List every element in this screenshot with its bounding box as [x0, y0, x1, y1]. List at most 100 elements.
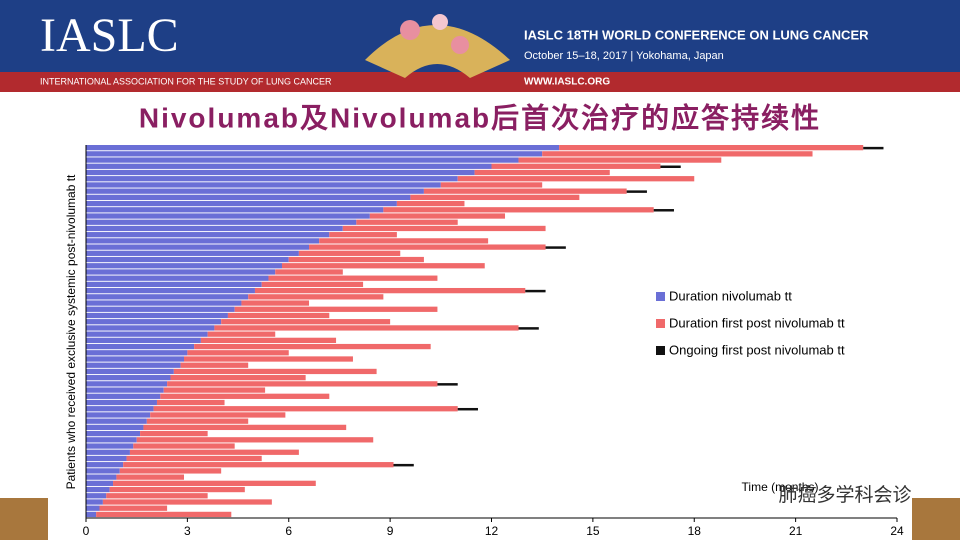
bar-segment: [86, 412, 151, 418]
bar-segment: [214, 325, 519, 331]
bar-segment: [123, 462, 394, 468]
bar-segment: [102, 499, 272, 505]
x-tick-label: 18: [688, 524, 702, 538]
legend-swatch: [656, 292, 665, 301]
bar-segment: [86, 207, 384, 213]
bar-segment: [457, 176, 695, 182]
bar-segment: [559, 145, 864, 151]
bar-segment: [86, 468, 120, 474]
corner-decor: [0, 498, 48, 540]
logo: IASLC: [40, 9, 179, 62]
bar-segment: [545, 246, 566, 249]
url: WWW.IASLC.ORG: [524, 77, 610, 88]
bar-segment: [660, 165, 681, 169]
bar-segment: [86, 399, 157, 406]
bar-segment: [153, 406, 458, 412]
legend-label: Ongoing first post nivolumab tt: [669, 342, 845, 357]
x-tick-label: 0: [83, 524, 90, 538]
bar-segment: [129, 449, 299, 455]
bar-segment: [173, 368, 377, 375]
bar-segment: [86, 418, 147, 424]
org-name: INTERNATIONAL ASSOCIATION FOR THE STUDY …: [40, 76, 332, 86]
bar-segment: [86, 319, 222, 325]
bar-segment: [86, 362, 181, 368]
bar-segment: [150, 412, 286, 418]
bar-segment: [200, 337, 337, 344]
bar-segment: [86, 511, 97, 518]
bar-segment: [86, 281, 262, 288]
bar-segment: [86, 269, 276, 275]
bar-segment: [86, 200, 397, 207]
bar-segment: [86, 406, 154, 412]
bar-segment: [86, 375, 171, 381]
bar-segment: [298, 250, 401, 256]
bar-segment: [194, 343, 431, 350]
bar-segment: [86, 455, 127, 462]
bar-segment: [133, 443, 235, 449]
bar-segment: [86, 486, 110, 493]
bar-segment: [86, 312, 228, 319]
bar-segment: [86, 188, 424, 194]
x-axis-label: Time (months): [742, 480, 819, 494]
flower: [400, 20, 420, 40]
bar-segment: [393, 463, 414, 467]
bar-segment: [86, 443, 134, 449]
x-tick-label: 21: [789, 524, 803, 538]
bar-segment: [342, 225, 546, 232]
legend-label: Duration nivolumab tt: [669, 288, 792, 303]
bar-segment: [156, 399, 225, 406]
bar-segment: [86, 176, 458, 182]
bar-segment: [518, 157, 722, 163]
bar-segment: [319, 238, 489, 244]
bar-segment: [86, 169, 475, 176]
bar-segment: [241, 300, 310, 306]
bar-segment: [167, 381, 438, 387]
bar-segment: [86, 157, 519, 163]
bar-segment: [86, 194, 411, 201]
bar-segment: [86, 350, 188, 356]
x-tick-label: 6: [285, 524, 292, 538]
bar-segment: [356, 219, 458, 225]
bar-segment: [140, 430, 208, 437]
y-axis-label: Patients who received exclusive systemic…: [64, 174, 78, 489]
bar-segment: [288, 256, 424, 263]
corner-decor: [912, 498, 960, 540]
bar-segment: [542, 151, 813, 157]
bar-segment: [136, 437, 374, 443]
bar-segment: [106, 493, 208, 499]
bar-segment: [234, 306, 438, 312]
bar-segment: [86, 275, 269, 281]
bar-segment: [525, 289, 546, 293]
bar-segment: [86, 219, 357, 225]
bar-segment: [275, 269, 343, 275]
bar-segment: [183, 356, 353, 362]
bar-segment: [518, 327, 539, 330]
bar-segment: [309, 244, 546, 250]
bar-segment: [143, 424, 347, 431]
bar-segment: [254, 287, 526, 294]
bar-segment: [86, 182, 441, 188]
bar-segment: [187, 350, 289, 356]
title: Nivolumab及Nivolumab后首次治疗的应答持续性: [139, 101, 821, 133]
bar-segment: [396, 200, 465, 207]
bar-segment: [440, 182, 543, 188]
bar-segment: [86, 263, 282, 269]
bar-segment: [86, 294, 249, 300]
bar-segment: [86, 244, 310, 250]
watermark: 肺癌多学科会诊: [778, 484, 911, 506]
legend-swatch: [656, 346, 665, 355]
bar-segment: [119, 468, 222, 474]
flower: [432, 14, 448, 30]
bar-segment: [261, 281, 364, 288]
bar-segment: [248, 294, 384, 300]
bar-segment: [86, 424, 144, 431]
bar-segment: [221, 319, 391, 325]
x-tick-label: 12: [485, 524, 499, 538]
bar-segment: [281, 263, 485, 269]
bar-segment: [626, 190, 647, 193]
bar-segment: [86, 287, 255, 294]
bar-segment: [86, 151, 543, 157]
bar-segment: [86, 225, 343, 232]
bar-segment: [86, 250, 299, 256]
